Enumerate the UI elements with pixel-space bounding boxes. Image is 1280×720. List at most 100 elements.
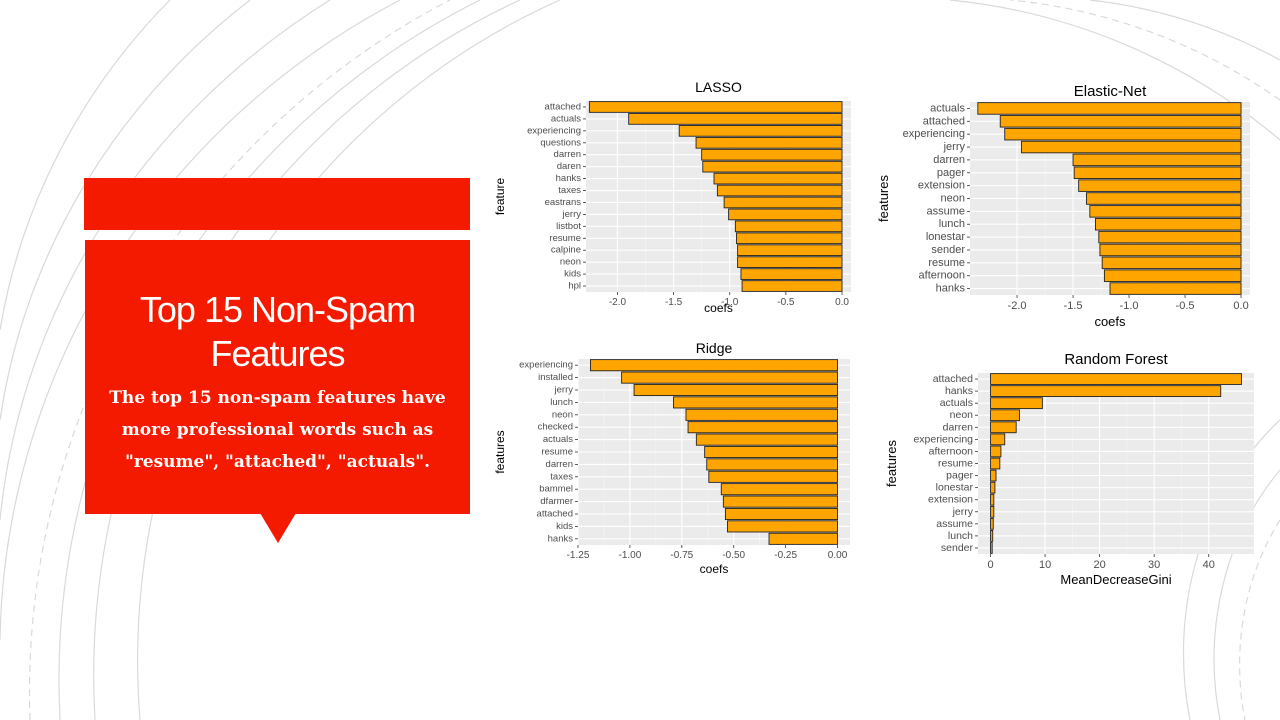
x-tick-label: -2.0: [1008, 300, 1027, 312]
category-label: darren: [554, 149, 581, 160]
bar-jerry: [1021, 140, 1242, 154]
bar-experiencing: [990, 433, 1006, 446]
bar-lunch: [990, 530, 994, 542]
category-label: neon: [552, 409, 573, 420]
bar-attached: [990, 373, 1242, 385]
bar-resume: [736, 232, 843, 245]
x-tick-label: -0.75: [670, 550, 693, 561]
category-label: jerry: [554, 385, 574, 396]
category-label: pager: [937, 167, 965, 179]
chart-title: Ridge: [696, 340, 733, 356]
x-tick-label: -1.5: [1064, 300, 1083, 312]
x-axis-label: MeanDecreaseGini: [1060, 572, 1171, 587]
slide-body-text: The top 15 non-spam features have more p…: [109, 388, 446, 472]
category-label: checked: [538, 422, 573, 433]
bar-experiencing: [1004, 127, 1242, 141]
x-tick-label: 0: [987, 559, 993, 571]
category-label: actuals: [543, 434, 573, 445]
bar-neon: [1086, 192, 1242, 205]
x-axis-label: coefs: [1094, 314, 1126, 329]
chart-title: LASSO: [695, 79, 742, 95]
x-tick-label: 10: [1039, 559, 1051, 571]
category-label: jerry: [562, 209, 582, 220]
category-label: hanks: [936, 283, 966, 295]
x-axis-label: coefs: [704, 301, 733, 315]
bar-resume: [704, 445, 838, 459]
bar-sender: [1099, 243, 1242, 257]
bar-experiencing: [590, 359, 838, 372]
x-tick-label: 0.0: [1233, 300, 1248, 312]
accent-bar: [84, 178, 470, 230]
category-label: darren: [933, 154, 965, 166]
category-label: resume: [549, 233, 581, 244]
category-label: assume: [926, 205, 965, 217]
category-label: kids: [556, 521, 573, 532]
category-label: sender: [941, 542, 974, 554]
lasso-chart: attachedactualsexperiencingquestionsdarr…: [493, 79, 851, 315]
bar-hanks: [1109, 282, 1242, 295]
bar-extension: [1078, 179, 1242, 192]
chart-title: Random Forest: [1064, 351, 1168, 368]
bar-assume: [1089, 205, 1242, 218]
bar-daren: [702, 160, 843, 173]
category-label: pager: [946, 470, 973, 482]
x-tick-label: -1.25: [567, 550, 590, 561]
category-label: resume: [541, 447, 573, 458]
category-label: hanks: [945, 385, 973, 397]
bar-assume: [990, 517, 994, 530]
bar-installed: [621, 371, 838, 384]
x-tick-label: -0.25: [774, 550, 797, 561]
category-label: jerry: [952, 506, 974, 518]
x-tick-label: 0.00: [828, 550, 848, 561]
bar-actuals: [628, 113, 843, 125]
bar-taxes: [708, 470, 838, 483]
bar-sender: [990, 542, 993, 554]
x-axis-label: coefs: [700, 562, 729, 576]
category-label: taxes: [558, 185, 581, 196]
bar-actuals: [977, 102, 1242, 115]
category-label: hanks: [548, 533, 574, 544]
bar-pager: [990, 469, 997, 482]
category-label: bammel: [539, 484, 573, 495]
category-label: installed: [538, 372, 573, 383]
category-label: attached: [537, 509, 573, 520]
x-tick-label: 20: [1094, 559, 1106, 571]
bar-resume: [990, 457, 1001, 470]
bar-jerry: [633, 383, 838, 397]
category-label: sender: [931, 244, 965, 256]
callout-box: Top 15 Non-Spam Features The top 15 non-…: [85, 240, 470, 514]
category-label: calpine: [551, 245, 581, 256]
category-label: extension: [918, 180, 965, 192]
x-tick-label: 40: [1203, 559, 1215, 571]
bar-actuals: [990, 397, 1043, 410]
category-label: actuals: [940, 397, 973, 409]
x-tick-label: -1.0: [1120, 300, 1139, 312]
category-label: darren: [943, 421, 974, 433]
category-label: jerry: [943, 141, 966, 153]
category-label: lunch: [939, 218, 965, 230]
category-label: resume: [938, 458, 973, 470]
category-label: neon: [950, 409, 974, 421]
bar-extension: [990, 493, 995, 506]
category-label: experiencing: [527, 125, 581, 136]
category-label: neon: [560, 257, 581, 268]
x-tick-label: -0.50: [722, 550, 745, 561]
x-tick-label: -2.0: [609, 297, 627, 308]
x-tick-label: -1.0: [721, 297, 739, 308]
bar-questions: [695, 136, 843, 149]
category-label: lonestar: [936, 482, 974, 494]
x-tick-label: -1.00: [619, 550, 642, 561]
bar-hanks: [990, 385, 1222, 397]
bar-hanks: [768, 532, 838, 545]
category-label: resume: [928, 257, 965, 269]
category-label: attached: [923, 115, 965, 127]
bar-kids: [727, 520, 838, 533]
bar-darren: [990, 421, 1017, 434]
y-axis-label: features: [876, 175, 891, 222]
category-label: neon: [941, 193, 965, 205]
bar-lonestar: [990, 481, 996, 494]
category-label: experiencing: [903, 128, 965, 140]
bar-hanks: [713, 172, 843, 185]
bar-resume: [1101, 256, 1242, 270]
